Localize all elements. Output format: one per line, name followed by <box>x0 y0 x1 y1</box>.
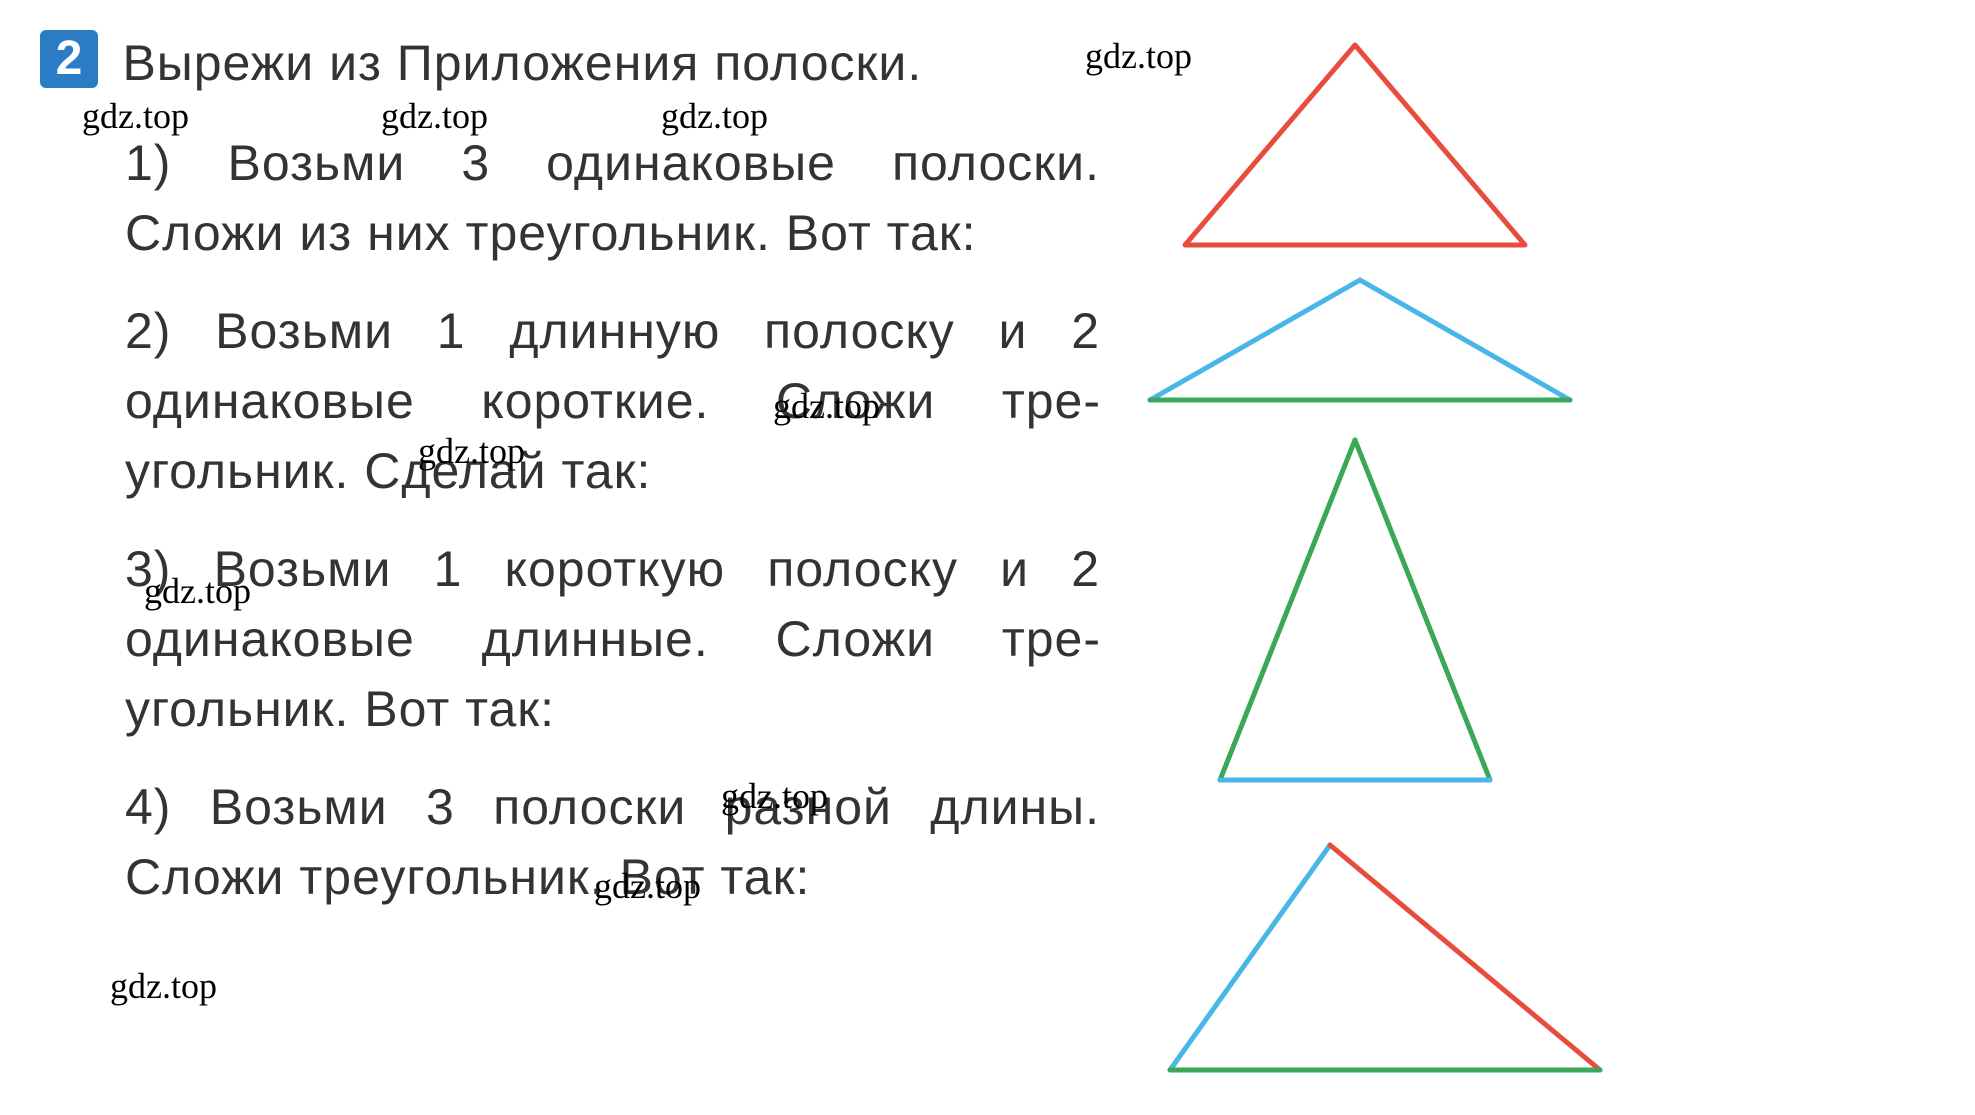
triangle-tall <box>1200 430 1510 795</box>
task-intro-row: 2 Вырежи из Приложения полоски. <box>40 30 1100 98</box>
task-intro-text: Вырежи из Приложения полоски. <box>122 35 922 91</box>
subtask-4: 4) Возьми 3 полоски разной длины. Сложи … <box>125 772 1100 912</box>
subtask-2: 2) Возьми 1 длинную полоску и 2 одинаков… <box>125 296 1100 506</box>
subtask-3: 3) Возьми 1 короткую полоску и 2 одинако… <box>125 534 1100 744</box>
task-number-badge: 2 <box>40 30 98 88</box>
page-container: 2 Вырежи из Приложения полоски. 1) Возьм… <box>40 30 1935 1085</box>
text-column: 2 Вырежи из Приложения полоски. 1) Возьм… <box>40 30 1140 1085</box>
triangle-obtuse <box>1120 270 1600 415</box>
subtask-1: 1) Возьми 3 одинаковые полоски. Сложи из… <box>125 128 1100 268</box>
triangle-scalene <box>1150 830 1620 1085</box>
diagram-column <box>1140 30 1920 1085</box>
triangle-equilateral <box>1175 35 1535 255</box>
